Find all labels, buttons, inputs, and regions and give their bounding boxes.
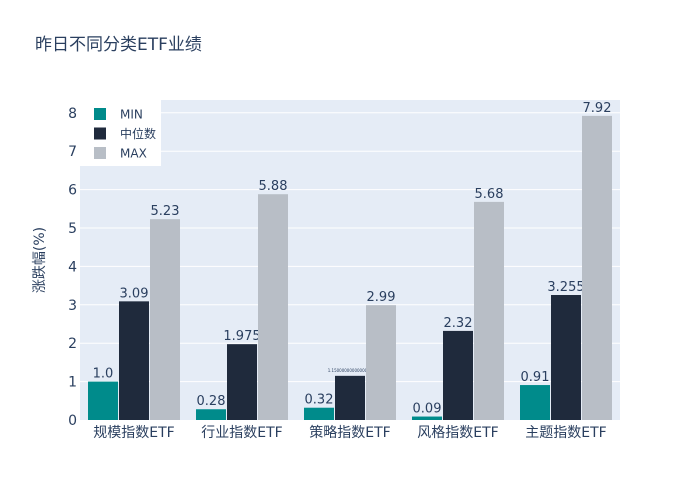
y-tick-label: 2 — [68, 336, 77, 352]
data-label: 5.23 — [151, 204, 180, 219]
y-tick-label: 1 — [68, 375, 77, 391]
x-tick-label: 行业指数ETF — [201, 425, 282, 441]
data-label: 5.88 — [259, 179, 288, 194]
y-tick-label: 7 — [68, 144, 77, 160]
y-tick-label: 4 — [68, 259, 77, 275]
bar-中位数[interactable] — [227, 344, 257, 420]
data-label: 1.1500000000000001 — [328, 368, 373, 373]
data-label: 0.91 — [521, 370, 550, 385]
data-label: 3.09 — [120, 286, 149, 301]
chart-title: 昨日不同分类ETF业绩 — [35, 35, 202, 55]
data-label: 0.28 — [197, 394, 226, 409]
legend-background — [80, 100, 161, 166]
bar-MIN[interactable] — [520, 385, 550, 420]
bar-MIN[interactable] — [196, 409, 226, 420]
legend-label[interactable]: 中位数 — [120, 126, 156, 141]
legend-label[interactable]: MIN — [120, 108, 143, 122]
data-label: 0.32 — [305, 393, 334, 408]
y-tick-label: 6 — [68, 183, 77, 199]
bar-中位数[interactable] — [335, 375, 365, 420]
bar-MAX[interactable] — [150, 219, 180, 420]
legend-label[interactable]: MAX — [120, 147, 147, 161]
x-tick-label: 策略指数ETF — [309, 424, 390, 441]
data-label: 7.92 — [583, 101, 612, 116]
data-label: 0.09 — [413, 402, 442, 417]
bar-MIN[interactable] — [88, 381, 118, 420]
legend-swatch[interactable] — [94, 127, 106, 140]
bar-MAX[interactable] — [474, 201, 504, 420]
data-label: 1.975 — [223, 329, 260, 344]
bar-MIN[interactable] — [304, 407, 334, 420]
bar-中位数[interactable] — [443, 330, 473, 420]
bar-MAX[interactable] — [582, 115, 612, 420]
x-tick-label: 主题指数ETF — [525, 425, 606, 441]
bar-MAX[interactable] — [366, 305, 396, 420]
data-label: 3.255 — [547, 280, 584, 295]
data-label: 2.32 — [444, 316, 473, 331]
y-tick-label: 3 — [68, 298, 77, 314]
y-axis-label: 涨跌幅(%) — [32, 227, 48, 293]
data-label: 1.0 — [93, 367, 114, 382]
x-tick-label: 风格指数ETF — [417, 425, 498, 441]
bar-中位数[interactable] — [119, 301, 149, 420]
y-tick-label: 8 — [68, 106, 77, 122]
x-tick-label: 规模指数ETF — [93, 425, 174, 441]
bar-MIN[interactable] — [412, 416, 442, 420]
y-tick-label: 5 — [68, 221, 77, 237]
data-label: 5.68 — [475, 187, 504, 202]
data-label: 2.99 — [367, 290, 396, 305]
bar-MAX[interactable] — [258, 194, 288, 420]
legend-swatch[interactable] — [94, 147, 106, 159]
y-tick-label: 0 — [68, 413, 77, 429]
bar-中位数[interactable] — [551, 295, 581, 420]
legend-swatch[interactable] — [94, 108, 106, 120]
legend: MIN 中位数 MAX — [80, 100, 161, 166]
